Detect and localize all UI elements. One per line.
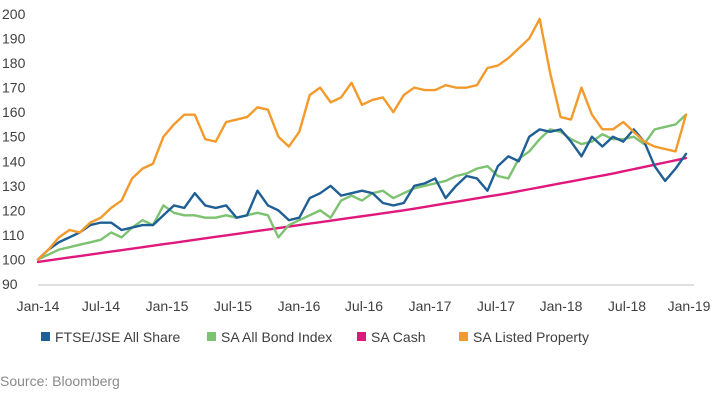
legend-swatch — [207, 332, 216, 341]
x-tick-label: Jan-16 — [278, 298, 321, 314]
x-tick-label: Jan-15 — [146, 298, 189, 314]
y-tick-label: 200 — [2, 6, 26, 22]
x-tick-label: Jan-19 — [668, 298, 711, 314]
source-note: Source: Bloomberg — [0, 373, 120, 389]
x-tick-label: Jul-15 — [214, 298, 252, 314]
legend-item: SA Cash — [357, 329, 425, 345]
legend-swatch — [459, 332, 468, 341]
y-tick-label: 120 — [2, 202, 26, 218]
y-tick-label: 130 — [2, 178, 26, 194]
x-tick-label: Jul-16 — [345, 298, 383, 314]
y-tick-label: 190 — [2, 31, 26, 47]
y-tick-label: 180 — [2, 55, 26, 71]
y-tick-label: 170 — [2, 80, 26, 96]
legend-label: SA Cash — [371, 329, 425, 345]
y-tick-label: 100 — [2, 251, 26, 267]
series-line-sa-listed-property — [36, 17, 688, 261]
x-tick-label: Jul-17 — [477, 298, 515, 314]
legend-item: SA Listed Property — [459, 329, 589, 345]
x-tick-label: Jan-14 — [17, 298, 60, 314]
x-tick-label: Jul-18 — [608, 298, 646, 314]
y-tick-label: 140 — [2, 153, 26, 169]
legend-label: SA All Bond Index — [221, 329, 332, 345]
y-tick-label: 90 — [2, 276, 18, 292]
series-line-sa-all-bond-index — [36, 113, 688, 261]
legend-swatch — [357, 332, 366, 341]
axes: 90 100 110 120 130 140 150 160 170 180 190 200 Jan-1… — [2, 6, 711, 314]
y-tick-label: 110 — [2, 227, 25, 243]
x-tick-label: Jan-17 — [409, 298, 452, 314]
legend-label: FTSE/JSE All Share — [55, 329, 180, 345]
legend-label: SA Listed Property — [473, 329, 589, 345]
x-tick-label: Jul-14 — [82, 298, 120, 314]
legend: FTSE/JSE All Share SA All Bond Index SA Ca… — [41, 329, 589, 345]
y-tick-label: 160 — [2, 104, 26, 120]
x-tick-label: Jan-18 — [540, 298, 583, 314]
y-tick-label: 150 — [2, 129, 26, 145]
legend-swatch — [41, 332, 50, 341]
legend-item: FTSE/JSE All Share — [41, 329, 180, 345]
legend-item: SA All Bond Index — [207, 329, 332, 345]
series-line-ftse-jse-all-share — [36, 128, 688, 261]
series-lines — [36, 17, 688, 264]
series-line-sa-cash — [36, 156, 688, 264]
